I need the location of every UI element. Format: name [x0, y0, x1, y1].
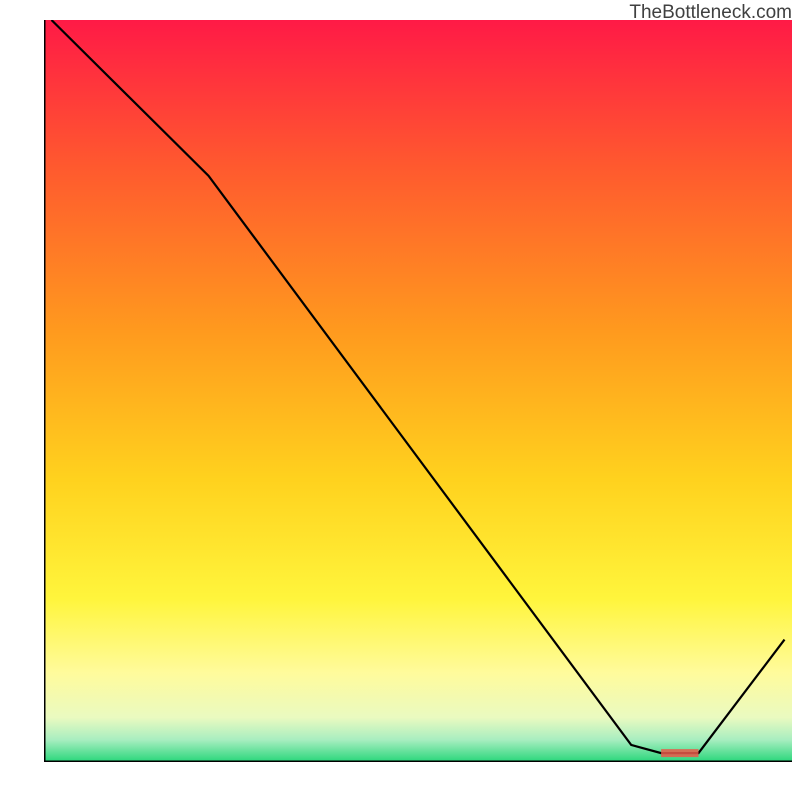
- plot-area: [44, 20, 792, 762]
- watermark-text: TheBottleneck.com: [629, 2, 792, 24]
- axes: [44, 20, 792, 762]
- bottleneck-chart: TheBottleneck.com: [0, 0, 800, 800]
